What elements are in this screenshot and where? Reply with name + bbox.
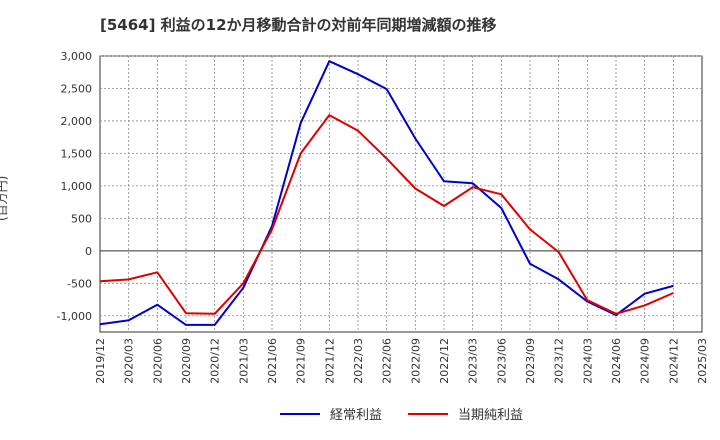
y-tick-label: -1,000 (57, 310, 92, 323)
x-tick-label: 2019/12 (94, 338, 107, 384)
y-tick-label: -500 (67, 277, 92, 290)
y-tick-label: 1,500 (61, 147, 93, 160)
x-tick-label: 2024/03 (581, 338, 594, 384)
series-line-keijou (99, 60, 674, 326)
legend-item-junrieki: 当期純利益 (408, 404, 523, 423)
x-tick-label: 2021/09 (295, 338, 308, 384)
x-tick-label: 2023/03 (467, 338, 480, 384)
chart-title: [5464] 利益の12か月移動合計の対前年同期増減額の推移 (100, 16, 497, 34)
x-tick-label: 2021/12 (323, 338, 336, 384)
legend-label-junrieki: 当期純利益 (458, 408, 524, 423)
y-tick-label: 2,500 (61, 82, 93, 95)
legend-label-keijou: 経常利益 (330, 408, 383, 423)
x-tick-label: 2024/09 (639, 338, 652, 384)
x-tick-label: 2022/12 (438, 338, 451, 384)
x-tick-label: 2025/03 (696, 338, 709, 384)
plot-frame (99, 55, 703, 333)
legend: 経常利益 当期純利益 (0, 404, 720, 428)
y-tick-label: 0 (85, 245, 92, 258)
x-tick-label: 2020/06 (151, 338, 164, 384)
x-tick-label: 2020/03 (123, 338, 136, 384)
x-tick-label: 2021/06 (266, 338, 279, 384)
x-tick-label: 2024/06 (610, 338, 623, 384)
x-tick-label: 2023/09 (524, 338, 537, 384)
x-tick-label: 2021/03 (237, 338, 250, 384)
legend-swatch-keijou (280, 412, 320, 415)
y-tick-label: 1,000 (61, 180, 93, 193)
x-tick-label: 2023/06 (495, 338, 508, 384)
x-tick-label: 2022/09 (409, 338, 422, 384)
x-tick-label: 2020/12 (209, 338, 222, 384)
legend-swatch-junrieki (408, 412, 448, 415)
x-tick-label: 2022/06 (381, 338, 394, 384)
y-tick-label: 500 (71, 212, 92, 225)
legend-item-keijou: 経常利益 (280, 404, 382, 423)
y-tick-label: 2,000 (61, 115, 93, 128)
y-tick-label: 3,000 (61, 50, 93, 63)
line-chart: 3,000 2,500 2,000 1,500 1,000 500 0 -500 -1,000 2… (57, 50, 709, 384)
x-tick-label: 2024/12 (667, 338, 680, 384)
x-tick-label: 2023/12 (553, 338, 566, 384)
x-tick-label: 2022/03 (352, 338, 365, 384)
x-tick-label: 2020/09 (180, 338, 193, 384)
series-line-junrieki (99, 114, 674, 315)
